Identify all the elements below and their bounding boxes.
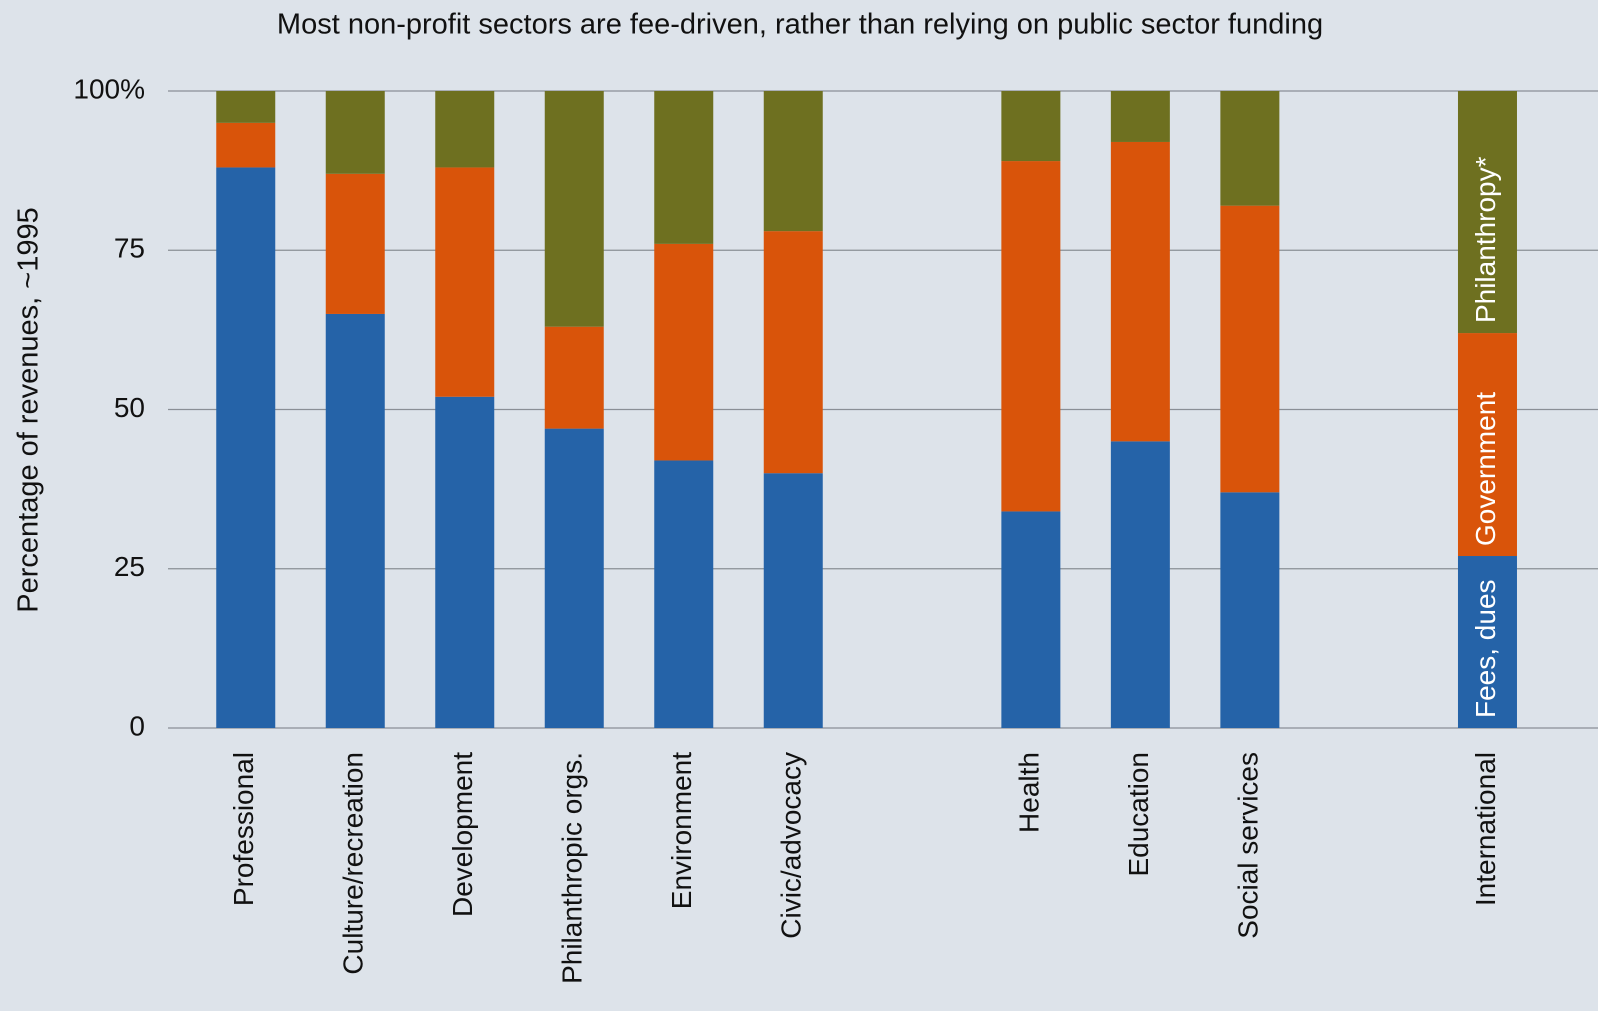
- bar-segment: [763, 473, 823, 728]
- bar-segment: [216, 91, 276, 123]
- y-tick-label: 0: [129, 710, 145, 741]
- bar-segment: [1110, 91, 1170, 142]
- bar-segment: [435, 167, 495, 397]
- bar-segment: [1110, 141, 1170, 442]
- bar-segment: [435, 396, 495, 728]
- bar-segment: [544, 326, 604, 429]
- bar-segment: [1457, 333, 1517, 557]
- y-tick-label: 75: [114, 233, 145, 264]
- bar-segment: [763, 91, 823, 232]
- legend-label: Fees, dues: [1470, 579, 1501, 718]
- chart-title: Most non-profit sectors are fee-driven, …: [277, 9, 1323, 41]
- x-tick-label: International: [1470, 752, 1501, 906]
- bar-segment: [654, 243, 714, 461]
- bar-segment: [654, 91, 714, 244]
- x-tick-label: Education: [1123, 752, 1154, 877]
- x-tick-label: Environment: [666, 752, 697, 909]
- bar-segment: [1001, 161, 1061, 512]
- bar-segment: [763, 231, 823, 474]
- bar-segment: [1220, 492, 1280, 728]
- x-tick-label: Social services: [1232, 752, 1263, 939]
- x-tick-label: Professional: [228, 752, 259, 906]
- bar-segment: [1110, 441, 1170, 728]
- bar-segment: [216, 122, 276, 168]
- x-tick-label: Civic/advocacy: [776, 752, 807, 939]
- bar-segment: [325, 313, 385, 728]
- bar-segment: [1457, 91, 1517, 334]
- y-axis-label: Percentage of revenues, ~1995: [13, 207, 45, 613]
- bar-segment: [1220, 205, 1280, 493]
- bar-segment: [1001, 91, 1061, 162]
- y-tick-label: 100%: [73, 73, 145, 104]
- bar-segment: [216, 167, 276, 728]
- bar-segment: [1001, 511, 1061, 728]
- legend-label: Philanthropy*: [1470, 156, 1501, 323]
- y-tick-label: 25: [114, 551, 145, 582]
- x-tick-label: Philanthropic orgs.: [557, 752, 588, 984]
- bar-segment: [1220, 91, 1280, 206]
- bar-segment: [435, 91, 495, 168]
- y-tick-label: 50: [114, 392, 145, 423]
- bar-segment: [325, 91, 385, 174]
- bar-segment: [325, 173, 385, 314]
- bar-segment: [544, 91, 604, 327]
- x-tick-label: Culture/recreation: [338, 752, 369, 975]
- x-tick-label: Health: [1013, 752, 1044, 833]
- bar-segment: [654, 460, 714, 728]
- legend-label: Government: [1470, 392, 1501, 546]
- bar-segment: [544, 428, 604, 728]
- x-tick-label: Development: [447, 752, 478, 917]
- bar-segment: [1457, 556, 1517, 728]
